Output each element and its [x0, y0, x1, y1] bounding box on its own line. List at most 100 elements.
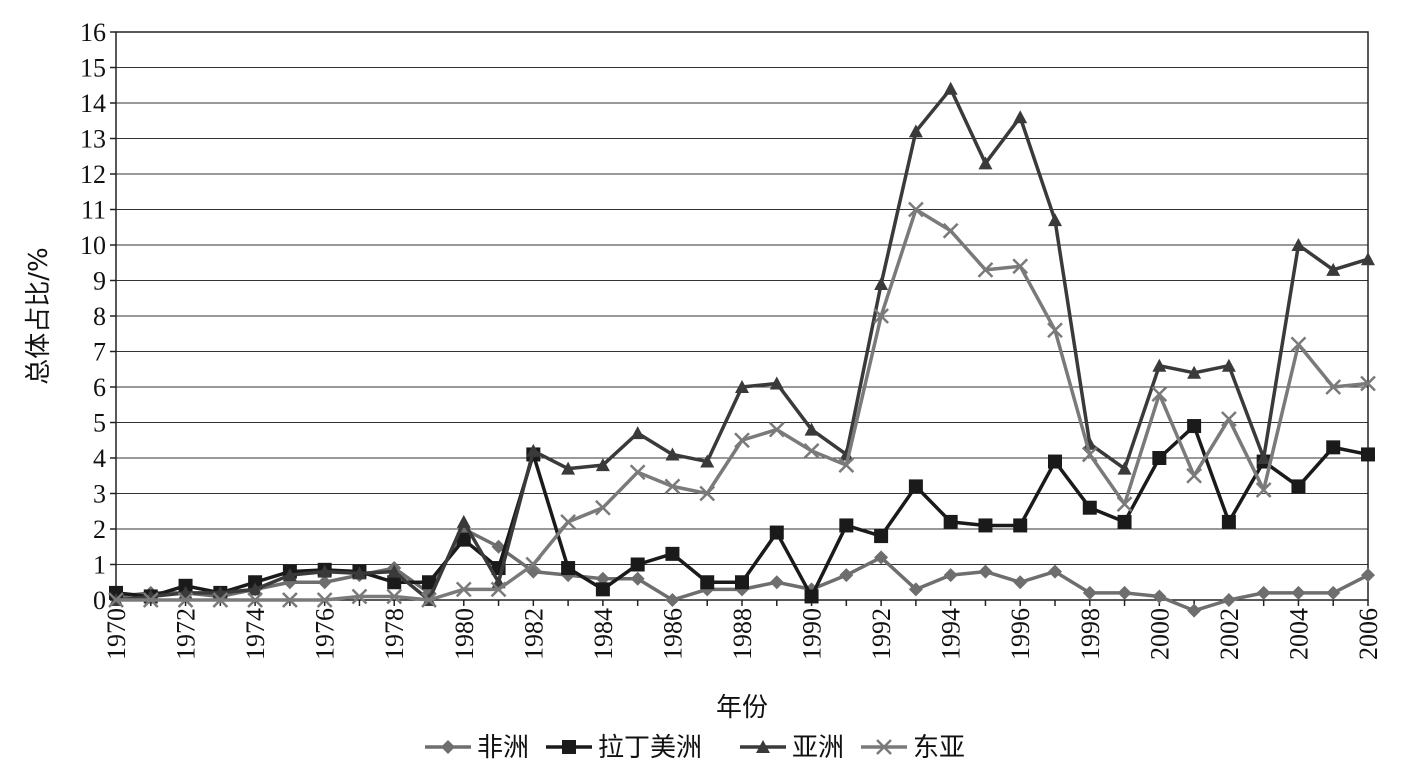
x-tick-label: 1988 — [728, 608, 757, 660]
data-point — [978, 156, 993, 170]
data-point — [769, 575, 784, 590]
data-point — [908, 124, 923, 138]
data-point — [422, 575, 436, 590]
data-point — [803, 443, 820, 459]
x-tick-label: 1986 — [658, 608, 687, 660]
y-tick-label: 7 — [93, 338, 106, 367]
data-point — [874, 529, 889, 544]
data-point — [839, 518, 854, 533]
x-axis-title: 年份 — [716, 693, 768, 723]
data-point — [804, 422, 819, 436]
data-point — [595, 458, 610, 472]
data-point — [108, 592, 124, 608]
data-point — [1047, 322, 1063, 339]
legend-item-2: 亚洲 — [740, 733, 844, 763]
series-2 — [109, 81, 1375, 606]
data-point — [769, 376, 784, 390]
data-point — [1013, 575, 1028, 590]
data-point — [1221, 593, 1236, 607]
data-point — [734, 432, 750, 449]
data-point — [908, 479, 923, 494]
data-point — [491, 539, 506, 554]
data-point — [1256, 585, 1271, 600]
data-point — [874, 277, 889, 291]
data-point — [629, 464, 646, 481]
data-point — [735, 575, 749, 590]
y-tick-label: 16 — [80, 18, 106, 47]
legend-item-1: 拉丁美洲 — [546, 733, 702, 763]
y-tick-label: 8 — [93, 302, 106, 331]
data-point — [1361, 568, 1375, 583]
x-tick-label: 1982 — [519, 608, 548, 660]
y-tick-label: 3 — [93, 480, 106, 509]
data-point — [804, 589, 819, 604]
data-point — [978, 564, 993, 579]
x-tick-label: 1990 — [798, 608, 827, 660]
data-point — [561, 461, 576, 475]
legend-marker — [562, 740, 576, 754]
legend-label: 拉丁美洲 — [598, 733, 702, 763]
data-point — [942, 222, 959, 239]
series-line — [115, 424, 1369, 599]
y-tick-label: 9 — [93, 267, 106, 296]
data-point — [977, 261, 994, 278]
data-point — [248, 582, 263, 596]
x-tick-label: 1972 — [172, 608, 201, 660]
x-tick-label: 2006 — [1354, 608, 1383, 660]
data-point — [1117, 585, 1132, 600]
x-tick-label: 2002 — [1215, 608, 1244, 660]
y-tick-label: 14 — [80, 89, 106, 118]
data-point — [908, 582, 923, 597]
series-line — [116, 207, 1369, 602]
data-point — [1013, 110, 1028, 124]
gridlines — [116, 31, 1368, 601]
data-point — [1325, 379, 1342, 395]
legend-marker — [876, 739, 892, 755]
data-point — [525, 556, 542, 573]
data-point — [178, 578, 193, 593]
legend-marker — [441, 740, 455, 754]
legend-item-3: 东亚 — [861, 733, 965, 763]
data-point — [630, 426, 645, 440]
series-line — [115, 87, 1369, 602]
data-point — [943, 514, 958, 529]
y-axis-title: 总体占比/% — [24, 247, 54, 384]
y-tick-label: 12 — [80, 160, 106, 189]
data-point — [1361, 447, 1375, 462]
data-point — [1291, 479, 1306, 494]
x-tick-label: 1970 — [102, 608, 131, 660]
x-tick-label: 1980 — [450, 608, 479, 660]
x-tick-label: 1978 — [380, 608, 409, 660]
data-point — [978, 518, 993, 533]
x-tick-label: 1996 — [1006, 608, 1035, 660]
data-point — [1116, 496, 1133, 513]
legend: 非洲 拉丁美洲 亚洲 东亚 — [425, 733, 965, 763]
data-point — [1186, 467, 1202, 484]
data-point — [248, 575, 263, 590]
data-point — [212, 592, 229, 608]
data-point — [1291, 238, 1306, 251]
data-point — [247, 592, 263, 608]
data-point — [1290, 336, 1307, 353]
data-point — [1117, 461, 1132, 475]
y-tick-label: 15 — [80, 54, 106, 83]
legend-label: 亚洲 — [792, 733, 844, 763]
data-point — [1152, 358, 1167, 372]
data-point — [665, 593, 680, 607]
data-point — [1117, 514, 1132, 529]
data-point — [700, 575, 715, 590]
data-point — [1012, 258, 1029, 275]
y-tick-label: 1 — [93, 551, 106, 580]
legend-label: 东亚 — [913, 733, 965, 763]
y-tick-label: 10 — [80, 231, 106, 260]
data-point — [351, 588, 368, 605]
data-point — [595, 571, 610, 586]
legend-label: 非洲 — [477, 733, 529, 763]
data-point — [282, 568, 297, 582]
data-point — [456, 514, 471, 528]
legend-marker — [756, 740, 770, 753]
data-point — [316, 592, 333, 608]
data-point — [665, 546, 680, 561]
x-tick-label: 1976 — [311, 608, 340, 660]
